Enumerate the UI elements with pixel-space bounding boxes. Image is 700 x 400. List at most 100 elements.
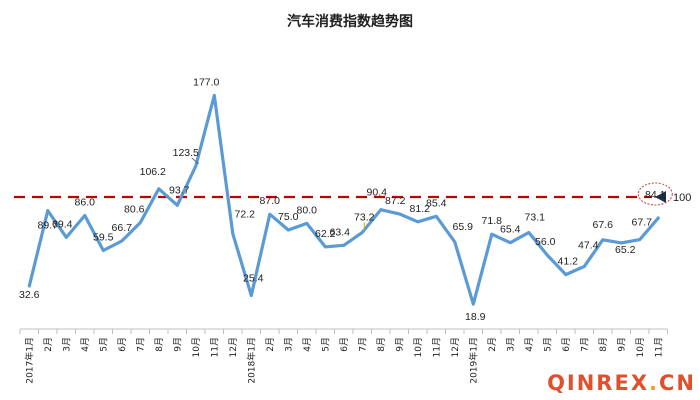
data-label: 84.1 bbox=[645, 189, 666, 201]
reference-line-group: 100 bbox=[14, 191, 691, 204]
x-tick-label: 5月 bbox=[98, 337, 109, 352]
data-point bbox=[250, 294, 253, 297]
data-label: 41.2 bbox=[558, 256, 579, 268]
data-label: 90.4 bbox=[367, 187, 388, 199]
data-point bbox=[268, 212, 271, 216]
data-label: 66.7 bbox=[112, 222, 133, 234]
data-label: 62.2 bbox=[315, 228, 336, 240]
data-point bbox=[564, 273, 567, 276]
x-tick-label: 2017年1月 bbox=[23, 337, 35, 384]
data-label: 106.2 bbox=[140, 166, 166, 178]
data-point bbox=[398, 212, 401, 216]
data-point bbox=[83, 214, 86, 217]
data-label: 86.0 bbox=[75, 196, 96, 208]
label-leader-line bbox=[191, 157, 200, 165]
reference-line-label: 100 bbox=[673, 192, 691, 204]
watermark-tail: CN bbox=[659, 371, 696, 395]
x-tick-label: 11月 bbox=[431, 337, 442, 357]
x-tick-label: 4月 bbox=[302, 337, 313, 352]
data-point bbox=[638, 238, 641, 241]
x-tick-label: 12月 bbox=[450, 337, 461, 357]
data-point bbox=[583, 265, 586, 268]
data-label: 56.0 bbox=[535, 236, 556, 248]
watermark-text: QINREX.CN bbox=[547, 371, 696, 395]
x-tick-label: 8月 bbox=[376, 337, 387, 352]
watermark-dot: . bbox=[649, 371, 659, 395]
data-label: 85.4 bbox=[426, 197, 447, 209]
highlight-ellipse bbox=[637, 182, 673, 206]
x-tick-label: 7月 bbox=[135, 337, 146, 352]
series-line bbox=[27, 93, 660, 306]
x-tick-label: 3月 bbox=[505, 337, 516, 352]
chart-title: 汽车消费指数趋势图 bbox=[287, 13, 413, 30]
x-tick-label: 4月 bbox=[80, 337, 91, 352]
data-label: 18.9 bbox=[465, 311, 486, 323]
series-polyline bbox=[27, 93, 660, 306]
x-tick-label: 6月 bbox=[561, 337, 572, 352]
data-label: 25.4 bbox=[243, 272, 264, 284]
data-point bbox=[46, 209, 49, 212]
x-tick-label: 5月 bbox=[542, 337, 553, 352]
data-point bbox=[324, 245, 327, 249]
x-tick-label: 10月 bbox=[191, 337, 202, 357]
data-point bbox=[194, 164, 197, 168]
data-point bbox=[546, 253, 549, 257]
data-point bbox=[453, 240, 456, 244]
data-label: 89.7 bbox=[38, 220, 59, 232]
x-tick-label: 9月 bbox=[616, 337, 627, 352]
x-tick-label: 12月 bbox=[228, 337, 239, 357]
x-tick-label: 2月 bbox=[487, 337, 498, 352]
data-label: 73.1 bbox=[525, 212, 546, 224]
data-point bbox=[213, 94, 216, 97]
data-point bbox=[157, 187, 160, 191]
x-tick-label: 6月 bbox=[117, 337, 128, 352]
data-label: 87.0 bbox=[260, 195, 281, 207]
data-point bbox=[65, 236, 68, 239]
data-point bbox=[305, 222, 308, 225]
data-point bbox=[620, 241, 623, 245]
data-label: 47.4 bbox=[578, 239, 599, 251]
data-label: 87.2 bbox=[385, 195, 406, 207]
x-tick-label: 11月 bbox=[209, 337, 220, 357]
x-tick-label: 9月 bbox=[394, 337, 405, 352]
data-label: 73.2 bbox=[354, 211, 375, 223]
data-point bbox=[490, 233, 493, 236]
x-tick-label: 2019年1月 bbox=[467, 337, 479, 384]
data-label: 65.2 bbox=[615, 244, 636, 256]
x-tick-label: 10月 bbox=[413, 337, 424, 357]
data-labels: 32.6 89.769.486.0 59.566.7 80.6 106.293.7 123… bbox=[19, 76, 673, 323]
data-point bbox=[28, 284, 31, 288]
x-tick-label: 4月 bbox=[524, 337, 535, 352]
data-label: 32.6 bbox=[19, 289, 40, 301]
data-point bbox=[601, 238, 604, 241]
x-tick-label: 9月 bbox=[172, 337, 183, 352]
x-tick-label: 2月 bbox=[265, 337, 276, 352]
watermark-main: QINREX bbox=[547, 371, 649, 395]
data-label: 177.0 bbox=[193, 76, 219, 88]
data-label: 80.0 bbox=[297, 204, 318, 216]
data-point bbox=[287, 228, 290, 232]
data-point bbox=[416, 220, 419, 224]
data-label: 71.8 bbox=[482, 215, 503, 227]
data-point bbox=[527, 231, 530, 234]
x-tick-label: 8月 bbox=[598, 337, 609, 352]
data-label: 67.7 bbox=[632, 217, 653, 229]
x-tick-label: 2月 bbox=[43, 337, 54, 352]
data-point bbox=[231, 232, 234, 235]
watermark: QINREX.CN bbox=[547, 371, 696, 395]
data-label: 69.4 bbox=[52, 218, 73, 230]
data-label: 63.4 bbox=[330, 226, 351, 238]
x-tick-labels: 2017年1月 2月 3月 4月 5月 6月 7月 8月 9月 10月 11月 12月 2018年1月 2… bbox=[23, 337, 664, 384]
x-tick-label: 10月 bbox=[635, 337, 646, 357]
data-point bbox=[379, 208, 382, 211]
x-tick-label: 8月 bbox=[154, 337, 165, 352]
data-point bbox=[102, 249, 105, 252]
data-point bbox=[139, 221, 142, 224]
data-point bbox=[120, 239, 123, 243]
x-tick-label: 3月 bbox=[283, 337, 294, 352]
data-label: 67.6 bbox=[593, 219, 614, 231]
x-tick-label: 7月 bbox=[579, 337, 590, 352]
data-point bbox=[435, 215, 438, 218]
data-label: 65.9 bbox=[453, 221, 474, 233]
